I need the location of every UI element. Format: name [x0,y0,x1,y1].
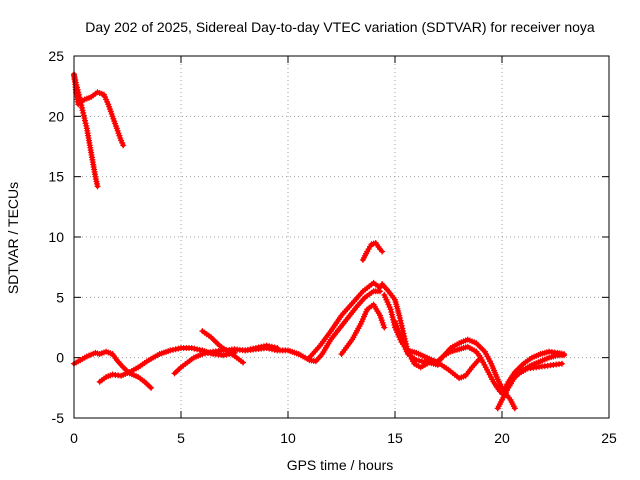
series-arc-i [338,301,388,358]
y-tick-label: 5 [56,289,64,305]
series-line [72,349,154,390]
series-arc-f [199,328,247,366]
chart-title: Day 202 of 2025, Sidereal Day-to-day VTE… [85,19,595,35]
x-tick-label: 20 [494,430,510,446]
data-point [263,345,270,352]
data-point [511,405,518,412]
data-point [381,324,388,331]
data-point [266,345,273,352]
series-arc-d [96,345,238,385]
data-point [94,183,101,190]
data-point [421,358,428,365]
x-axis-label: GPS time / hours [287,457,394,473]
data-point [167,347,174,354]
data-point [169,346,176,353]
data-point [416,357,423,364]
data-point [240,359,247,366]
series-arc-m [392,318,518,412]
data-point [191,345,198,352]
data-point [271,346,278,353]
series-arc-p [499,348,568,397]
data-point [418,358,425,365]
series-arc-j [359,240,386,263]
data-point [188,345,195,352]
series-arc-b [71,71,127,149]
data-point [172,346,179,353]
y-axis-label: SDTVAR / TECUs [5,182,21,294]
x-tick-label: 5 [177,430,185,446]
data-point [558,360,565,367]
data-point [199,351,206,358]
x-tick-label: 0 [70,430,78,446]
data-series [71,71,568,412]
x-tick-label: 15 [387,430,403,446]
x-axis-ticks: 0 5 10 15 20 25 [70,56,617,446]
data-point [194,346,201,353]
data-point [377,284,384,291]
plot-frame [73,55,610,419]
data-point [148,384,155,391]
x-tick-label: 10 [280,430,296,446]
data-point [202,350,209,357]
x-tick-label: 25 [601,430,617,446]
y-tick-label: -5 [52,410,65,426]
y-tick-label: 20 [48,108,64,124]
y-tick-label: 15 [48,169,64,185]
series-arc-c [71,348,155,391]
series-arc-n [424,343,503,395]
grid-lines [74,56,609,418]
y-tick-label: 10 [48,229,64,245]
data-point [120,142,127,149]
data-point [207,349,214,356]
data-point [175,345,182,352]
data-point [196,346,203,353]
data-point [379,248,386,255]
data-point [204,349,211,356]
data-point [561,351,568,358]
series-arc-q [509,360,565,383]
y-tick-label: 0 [56,350,64,366]
data-point [268,346,275,353]
data-point [413,357,420,364]
y-tick-label: 25 [48,48,64,64]
series-arc-h [306,279,384,361]
